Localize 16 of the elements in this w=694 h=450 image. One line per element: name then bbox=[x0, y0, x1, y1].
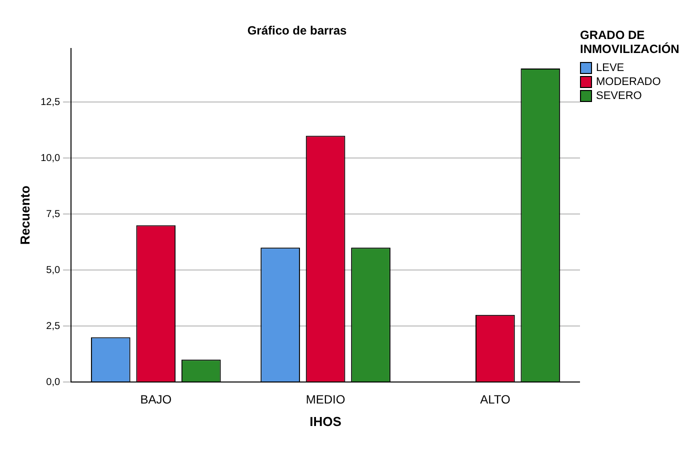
legend-label: LEVE bbox=[596, 62, 624, 74]
y-tick-label: 12,5 bbox=[40, 96, 60, 108]
x-axis-title: IHOS bbox=[310, 414, 342, 429]
legend-title: GRADO DE INMOVILIZACIÓN bbox=[580, 28, 680, 56]
chart-title: Gráfico de barras bbox=[247, 24, 348, 38]
legend-label: SEVERO bbox=[596, 90, 642, 102]
y-tick-label: 0,0 bbox=[46, 376, 60, 388]
x-tick-label: MEDIO bbox=[306, 392, 346, 407]
y-axis-title: Recuento bbox=[17, 186, 32, 245]
x-tick-label: ALTO bbox=[480, 392, 510, 407]
y-tick-label: 2,5 bbox=[46, 320, 60, 332]
y-tick-label: 10,0 bbox=[40, 152, 60, 164]
legend-label: MODERADO bbox=[596, 76, 661, 88]
x-tick-label: BAJO bbox=[140, 392, 172, 407]
y-tick-label: 5,0 bbox=[46, 264, 60, 276]
y-tick-label: 7,5 bbox=[46, 208, 60, 220]
